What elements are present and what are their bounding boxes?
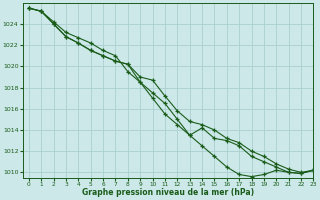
X-axis label: Graphe pression niveau de la mer (hPa): Graphe pression niveau de la mer (hPa) [82,188,254,197]
